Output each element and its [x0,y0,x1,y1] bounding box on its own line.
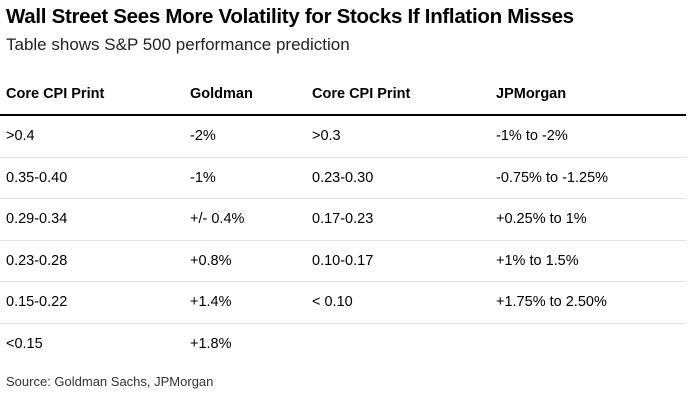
table-cell [490,323,686,364]
table-cell: 0.10-0.17 [306,240,490,282]
table-cell: < 0.10 [306,281,490,324]
table-cell: 0.17-0.23 [306,198,490,241]
column-header-goldman: Goldman [184,74,306,116]
table-cell: +1.4% [184,281,306,324]
table-cell: +/- 0.4% [184,198,306,241]
column-header-jpmorgan: JPMorgan [490,74,686,116]
table-cell: +0.25% to 1% [490,198,686,241]
table-cell: <0.15 [6,335,43,352]
table-cell: -1% [184,157,306,199]
table-row: >0.4 -2% >0.3 -1% to -2% [0,115,686,158]
table-cell: -0.75% to -1.25% [490,157,686,199]
table-row: <0.15 +1.8% [0,323,686,364]
source-note: Source: Goldman Sachs, JPMorgan [6,374,214,389]
chart-title: Wall Street Sees More Volatility for Sto… [6,5,574,28]
table-cell: >0.4 [0,115,184,158]
table-cell: +1.8% [190,335,232,352]
table-cell: -2% [184,115,306,158]
table-cell: +1% to 1.5% [490,240,686,282]
table-cell: +0.8% [184,240,306,282]
table-cell: 0.15-0.22 [0,281,184,324]
table-row: 0.29-0.34 +/- 0.4% 0.17-0.23 +0.25% to 1… [0,198,686,241]
column-header-goldman-cpi: Core CPI Print [0,74,184,116]
table-cell: -1% to -2% [490,115,686,158]
table-cell: 0.23-0.28 [0,240,184,282]
prediction-table: Core CPI Print Goldman Core CPI Print JP… [0,74,686,364]
table-cell: +1.75% to 2.50% [490,281,686,324]
table-row: 0.23-0.28 +0.8% 0.10-0.17 +1% to 1.5% [0,240,686,282]
table-cell [306,323,490,364]
column-header-jpmorgan-cpi: Core CPI Print [306,74,490,116]
chart-subtitle: Table shows S&P 500 performance predicti… [6,35,350,54]
table-cell: >0.3 [306,115,490,158]
table-row: 0.15-0.22 +1.4% < 0.10 +1.75% to 2.50% [0,281,686,324]
table-cell: 0.35-0.40 [0,157,184,199]
table-header-row: Core CPI Print Goldman Core CPI Print JP… [0,74,686,116]
table-cell: 0.23-0.30 [306,157,490,199]
table-row: 0.35-0.40 -1% 0.23-0.30 -0.75% to -1.25% [0,157,686,199]
table-cell: 0.29-0.34 [0,198,184,241]
